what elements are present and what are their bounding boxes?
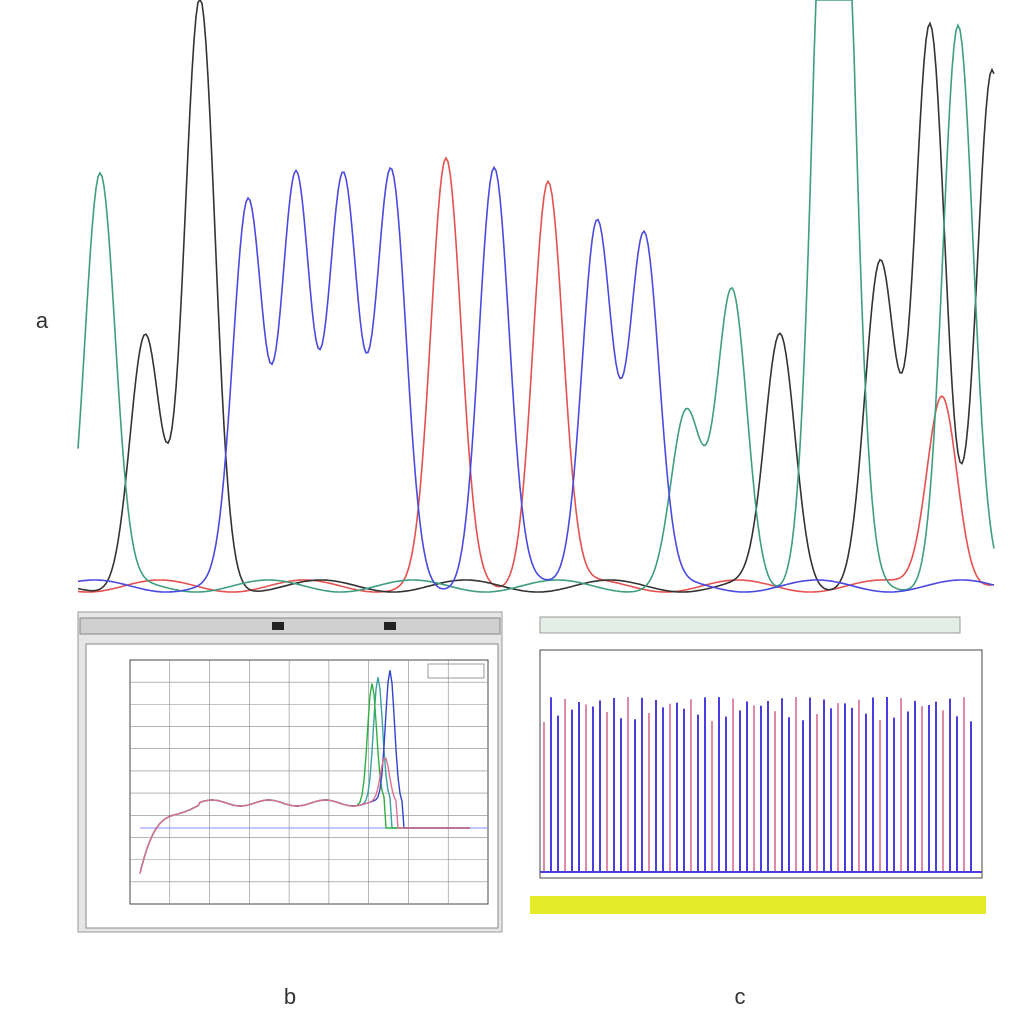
toolbar: [79, 617, 501, 635]
trace: [139, 757, 470, 874]
panel-b-traces: [130, 660, 488, 904]
legend-box: [427, 663, 485, 679]
trace: [77, 165, 995, 593]
trace: [77, 156, 995, 593]
panel-label: a: [36, 308, 49, 333]
trace: [77, 0, 995, 593]
trace: [77, 0, 995, 593]
sequence-bar: [530, 896, 986, 914]
panel-a-chromatogram: [77, 0, 995, 593]
panel-label: b: [284, 984, 296, 1009]
panel-label: c: [735, 984, 746, 1009]
toolbar-button: [272, 622, 284, 630]
plot-area: [129, 659, 489, 905]
header-bar: [539, 616, 961, 634]
panel-c-traces: [540, 697, 982, 873]
panel-c-window: [530, 616, 986, 914]
panel-b-window: [77, 611, 503, 933]
toolbar-button: [384, 622, 396, 630]
